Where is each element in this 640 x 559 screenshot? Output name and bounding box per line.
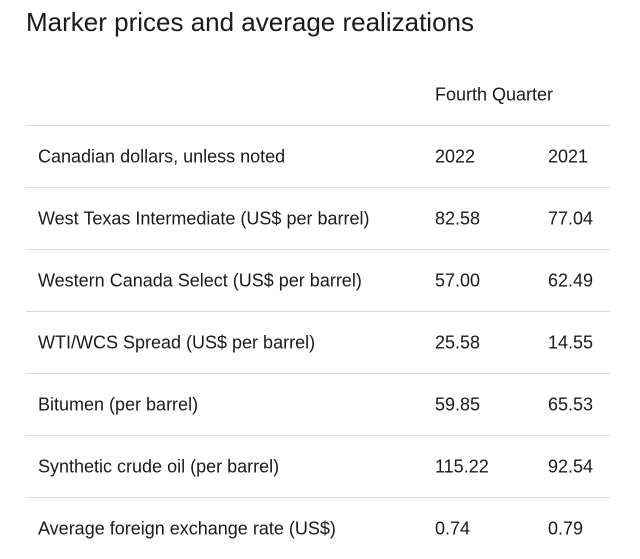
column-header-label: Canadian dollars, unless noted — [38, 146, 286, 166]
row-value-2022: 57.00 — [435, 270, 481, 290]
table-row: Bitumen (per barrel) 59.85 65.53 — [26, 374, 610, 436]
column-header-row: Canadian dollars, unless noted 2022 2021 — [26, 126, 610, 188]
table-row: WTI/WCS Spread (US$ per barrel) 25.58 14… — [26, 312, 610, 374]
row-value-2022: 115.22 — [435, 456, 489, 476]
row-value-2022: 59.85 — [435, 394, 481, 414]
marker-prices-table: Fourth Quarter Canadian dollars, unless … — [26, 64, 610, 559]
row-value-2022: 25.58 — [435, 332, 481, 352]
table-row: Average foreign exchange rate (US$) 0.74… — [26, 498, 610, 559]
page-title: Marker prices and average realizations — [26, 7, 474, 37]
row-label: Synthetic crude oil (per barrel) — [38, 456, 280, 476]
table-row: West Texas Intermediate (US$ per barrel)… — [26, 188, 610, 250]
table-row: Western Canada Select (US$ per barrel) 5… — [26, 250, 610, 312]
row-label: West Texas Intermediate (US$ per barrel) — [38, 208, 370, 228]
row-label: Average foreign exchange rate (US$) — [38, 518, 336, 538]
row-value-2021: 0.79 — [548, 518, 584, 538]
group-header-row: Fourth Quarter — [26, 64, 610, 126]
row-label: WTI/WCS Spread (US$ per barrel) — [38, 332, 316, 352]
row-label: Bitumen (per barrel) — [38, 394, 199, 414]
group-header-fourth-quarter: Fourth Quarter — [435, 84, 554, 104]
table-row: Synthetic crude oil (per barrel) 115.22 … — [26, 436, 610, 498]
row-label: Western Canada Select (US$ per barrel) — [38, 270, 362, 290]
row-value-2021: 65.53 — [548, 394, 594, 414]
column-header-2022: 2022 — [435, 146, 476, 166]
row-value-2021: 14.55 — [548, 332, 594, 352]
row-value-2022: 82.58 — [435, 208, 481, 228]
row-value-2021: 92.54 — [548, 456, 594, 476]
row-value-2021: 77.04 — [548, 208, 594, 228]
column-header-2021: 2021 — [548, 146, 589, 166]
row-value-2022: 0.74 — [435, 518, 471, 538]
row-value-2021: 62.49 — [548, 270, 594, 290]
